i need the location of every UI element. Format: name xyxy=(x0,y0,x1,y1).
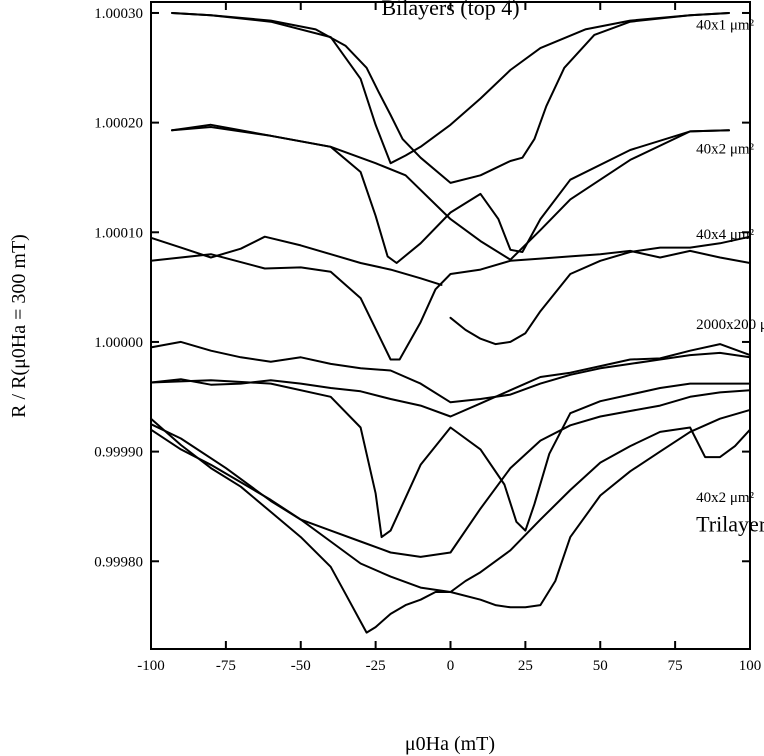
y-tick-label: 1.00010 xyxy=(94,225,143,241)
annotation-label: 40x2 μm² xyxy=(696,141,754,157)
x-tick-label: 75 xyxy=(668,658,683,674)
y-tick-label: 0.99990 xyxy=(94,445,143,461)
series-line-1 xyxy=(171,12,730,165)
x-tick-label: 100 xyxy=(739,658,762,674)
x-tick-label: -50 xyxy=(291,658,311,674)
series-line-10 xyxy=(150,389,751,558)
series-line-9 xyxy=(150,379,751,539)
series-line-4 xyxy=(150,249,751,361)
annotation-label: 2000x200 μm² xyxy=(696,317,764,333)
axis-tick-labels: -100 -75 -50 -25 0 25 50 75 100 0.99980 0.99990 1.0… xyxy=(94,6,761,674)
series-line-3 xyxy=(171,126,730,261)
annotation-label: 40x4 μm² xyxy=(696,227,754,243)
annotation-label: 40x1 μm² xyxy=(696,17,754,33)
y-tick-label: 1.00030 xyxy=(94,6,143,22)
y-axis-title: R / R(μ0Ha = 300 mT) xyxy=(8,234,30,418)
annotation-label: Bilayers (top 4) xyxy=(381,0,519,20)
x-axis-title: μ0Ha (mT) xyxy=(405,733,495,755)
x-tick-label: -75 xyxy=(216,658,236,674)
x-tick-label: 0 xyxy=(447,658,455,674)
series-line-5 xyxy=(150,235,443,286)
x-tick-label: 25 xyxy=(518,658,533,674)
annotation-label: Trilayer xyxy=(696,512,764,537)
y-tick-label: 1.00000 xyxy=(94,335,143,351)
series-line-12 xyxy=(150,408,751,609)
x-tick-label: -25 xyxy=(366,658,386,674)
data-lines xyxy=(150,12,751,634)
series-line-6 xyxy=(449,235,751,346)
y-tick-label: 0.99980 xyxy=(94,554,143,570)
x-tick-label: 50 xyxy=(593,658,608,674)
annotation-label: 40x2 μm² xyxy=(696,490,754,506)
x-tick-label: -100 xyxy=(137,658,165,674)
y-tick-label: 1.00020 xyxy=(94,116,143,132)
series-line-0 xyxy=(171,12,730,184)
series-line-11 xyxy=(150,417,751,634)
axis-ticks xyxy=(150,2,751,649)
series-line-7 xyxy=(150,340,751,404)
annotations: Bilayers (top 4) 40x1 μm² 40x2 μm² 40x4 μm²… xyxy=(381,0,764,537)
